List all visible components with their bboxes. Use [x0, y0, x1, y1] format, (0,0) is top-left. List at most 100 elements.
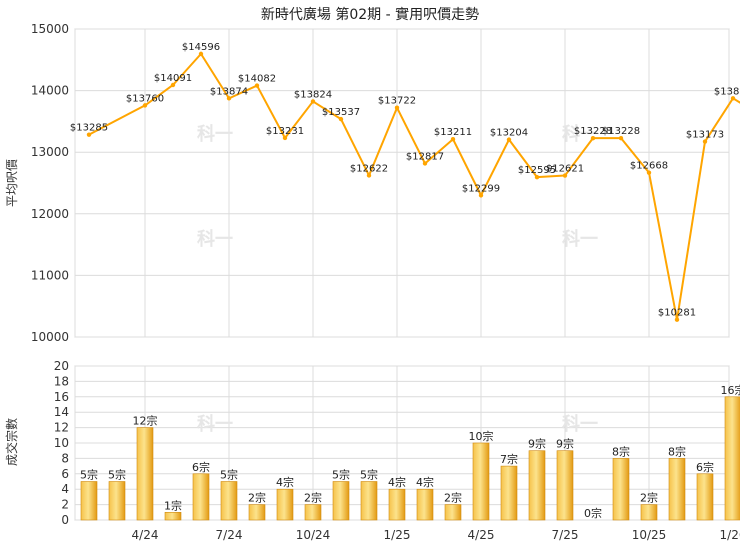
line-y-axis-label: 平均呎價 [5, 159, 19, 207]
bar-y-axis-label: 成交宗數 [4, 418, 19, 466]
bar-y-tick-label: 18 [54, 374, 69, 388]
watermark: 科一 [562, 228, 598, 250]
bar-y-tick-label: 20 [54, 359, 69, 373]
price-point [590, 135, 596, 141]
deal-count-label: 2宗 [444, 491, 462, 505]
bar-y-tick-label: 10 [54, 436, 69, 450]
price-data-label: $13173 [686, 130, 724, 141]
price-data-label: $12817 [406, 151, 444, 162]
price-data-label: $12621 [546, 164, 584, 175]
price-data-label: $12595 [518, 165, 556, 176]
deal-count-label: 2宗 [248, 491, 266, 505]
deal-count-bar [696, 473, 714, 521]
deal-count-label: 5宗 [332, 468, 350, 482]
price-data-label: $13824 [294, 89, 332, 100]
bar-y-tick-label: 2 [61, 498, 69, 512]
line-y-tick-label: 12000 [31, 207, 69, 221]
price-point [506, 137, 512, 142]
deal-count-bar [724, 396, 740, 521]
price-data-label: $13537 [322, 107, 360, 118]
bar-y-tick-label: 4 [61, 482, 69, 496]
watermark: 科一 [562, 413, 598, 435]
line-y-tick-label: 11000 [31, 268, 69, 282]
price-series-line [88, 52, 740, 321]
price-point [562, 173, 568, 178]
price-point [142, 103, 148, 108]
watermark: 科一 [197, 413, 233, 435]
price-point [170, 82, 176, 88]
price-point [478, 193, 484, 198]
bar-y-tick-label: 8 [61, 451, 69, 465]
deal-count-label: 5宗 [80, 468, 98, 482]
price-data-label: $13875 [714, 86, 740, 97]
watermark: 科一 [562, 123, 598, 145]
price-point [282, 135, 288, 141]
x-tick-label: 1/25 [384, 528, 411, 542]
deal-count-bar [556, 450, 574, 521]
price-point [730, 96, 736, 101]
deal-count-bar [220, 481, 238, 521]
line-y-tick-label: 14000 [31, 84, 69, 98]
price-data-label: $13228 [602, 126, 640, 137]
price-data-label: $13228 [574, 126, 612, 137]
deal-count-label: 0宗 [584, 506, 602, 520]
deal-count-bar [192, 473, 210, 521]
deal-count-bar [164, 511, 182, 521]
deal-count-bar [108, 481, 126, 521]
deal-count-bar [332, 481, 350, 521]
price-data-label: $13285 [70, 123, 108, 134]
price-point [310, 99, 316, 104]
deal-count-bar [668, 458, 686, 521]
x-tick-label: 10/25 [632, 528, 667, 542]
price-data-label: $14596 [182, 42, 220, 53]
deal-count-label: 2宗 [304, 491, 322, 505]
deal-count-bar [80, 481, 98, 521]
price-point [674, 317, 680, 322]
price-point [394, 105, 400, 110]
line-y-tick-label: 10000 [31, 330, 69, 344]
deal-count-bar [388, 488, 406, 521]
deal-count-label: 2宗 [640, 491, 658, 505]
price-point [534, 174, 540, 180]
bar-y-tick-label: 6 [61, 467, 69, 481]
price-data-label: $13760 [126, 93, 164, 104]
deal-count-bar [500, 465, 518, 521]
price-point [450, 137, 456, 142]
x-tick-label: 7/25 [552, 528, 579, 542]
deal-count-label: 4宗 [276, 475, 294, 489]
price-point [422, 161, 428, 166]
x-tick-label: 7/24 [216, 528, 243, 542]
deal-count-label: 8宗 [612, 444, 630, 458]
deal-count-label: 8宗 [668, 444, 686, 458]
deal-count-label: 16宗 [721, 383, 740, 397]
price-point [366, 173, 372, 178]
deal-count-label: 6宗 [696, 460, 714, 474]
price-data-label: $13722 [378, 96, 416, 107]
deal-count-label: 9宗 [528, 437, 546, 451]
bar-y-tick-label: 14 [54, 405, 69, 419]
deal-count-bar [360, 481, 378, 521]
deal-count-label: 9宗 [556, 437, 574, 451]
watermark: 科一 [197, 228, 233, 250]
price-point [702, 139, 708, 144]
deal-count-label: 5宗 [108, 468, 126, 482]
price-data-label: $13211 [434, 127, 472, 138]
price-data-label: $13204 [490, 128, 528, 139]
deal-count-bar [416, 488, 434, 521]
price-data-label: $12299 [462, 183, 500, 194]
deal-count-bar [640, 504, 658, 521]
x-tick-label: 1/26 [720, 528, 740, 542]
line-plot-area [74, 28, 730, 338]
deal-count-label: 1宗 [164, 498, 182, 512]
price-point [226, 96, 232, 101]
price-point [618, 135, 624, 141]
chart-title: 新時代廣場 第02期 - 實用呎價走勢 [261, 6, 479, 23]
deal-count-bar [248, 504, 266, 521]
price-data-label: $13231 [266, 126, 304, 137]
deal-count-label: 6宗 [192, 460, 210, 474]
price-point [86, 132, 92, 137]
deal-count-bar [472, 442, 490, 521]
